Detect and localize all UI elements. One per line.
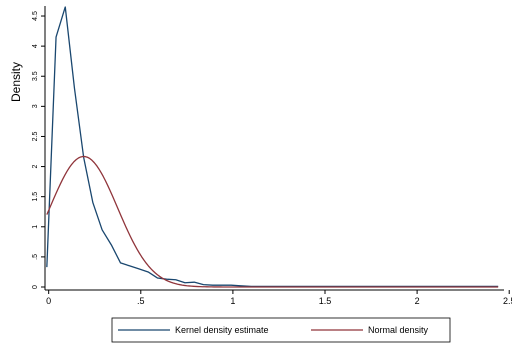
x-tick-label: 1 [230,296,235,306]
series-layer [46,6,499,288]
x-tick-label: 2 [415,296,420,306]
legend-item-kernel-label: Kernel density estimate [175,325,269,335]
legend-item-normal-label: Normal density [368,325,429,335]
y-tick-label: .5 [32,254,39,260]
y-tick-label: 1.5 [32,192,39,202]
legend-box [111,317,451,343]
y-tick-label: 2 [32,165,39,169]
y-tick-label: 0 [32,285,39,289]
x-tick-label: .5 [137,296,145,306]
axes: 0 .5 1 1.5 2 2.5 3 3.5 4 4.5 0 .5 1 1.5 2 2.5 [32,6,512,306]
y-axis-title: Density [9,62,23,102]
y-tick-label: 2.5 [32,131,39,141]
y-tick-label: 4 [32,44,39,48]
y-tick-label: 4.5 [32,11,39,21]
y-tick-label: 1 [32,225,39,229]
series-line-normal-density [46,155,499,288]
x-tick-label: 2.5 [503,296,512,306]
x-tick-label: 0 [46,296,51,306]
x-tick-label: 1.5 [319,296,332,306]
y-tick-label: 3.5 [32,71,39,81]
series-line-kernel-density [46,6,499,288]
y-tick-label: 3 [32,104,39,108]
legend: Kernel density estimate Normal density [111,317,451,343]
